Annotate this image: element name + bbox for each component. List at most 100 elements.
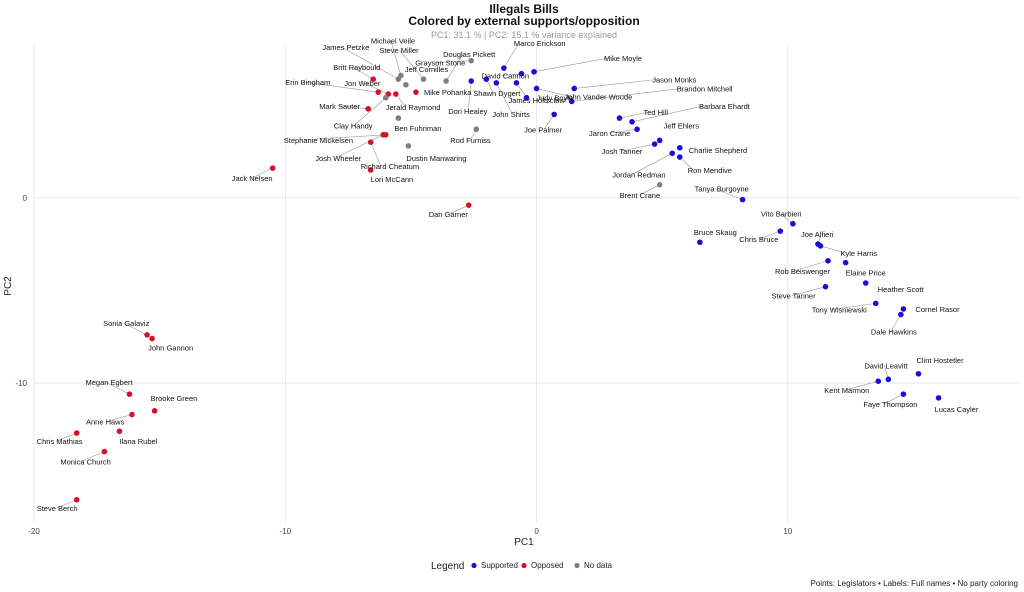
point-label: Steve Miller xyxy=(379,46,419,55)
data-point xyxy=(403,81,409,88)
point-label: Megan Egbert xyxy=(85,378,133,387)
point-label: Josh Tanner xyxy=(602,147,643,156)
point-label: Joe Palmer xyxy=(524,125,562,134)
point-label: Grayson Stone xyxy=(415,59,465,68)
data-point xyxy=(898,311,904,318)
legend: Legend Supported Opposed No data xyxy=(431,561,613,572)
point-label: Chris Mathias xyxy=(37,437,83,446)
x-tick-label: -10 xyxy=(279,527,291,536)
leader-line xyxy=(105,381,130,395)
data-point xyxy=(473,126,480,133)
point-label: Jon Weber xyxy=(344,79,381,88)
leader-line xyxy=(631,105,705,123)
point-label: Mike Moyle xyxy=(604,54,642,63)
point-label: Heather Scott xyxy=(878,285,925,294)
point-label: Dori Healey xyxy=(448,107,487,116)
legend-entry: Opposed xyxy=(531,561,563,570)
point-label: Tony Wisniewski xyxy=(812,305,867,314)
data-point xyxy=(151,408,158,414)
data-point xyxy=(885,376,892,383)
data-point xyxy=(518,70,525,77)
leader-line xyxy=(609,128,638,134)
point-label: Jeff Ehlers xyxy=(664,121,700,130)
point-label: Marco Erickson xyxy=(514,39,566,48)
point-label: Steve Tanner xyxy=(772,292,817,301)
legend-swatch xyxy=(471,562,477,569)
point-label: Jeff Cornilles xyxy=(405,65,448,74)
data-point xyxy=(935,395,942,401)
point-label: Cornel Rasor xyxy=(915,305,960,314)
leader-line xyxy=(448,204,469,215)
data-point xyxy=(144,332,150,338)
data-point xyxy=(73,496,80,503)
data-point xyxy=(101,448,108,455)
point-label: Monica Church xyxy=(60,458,110,467)
legend-swatch xyxy=(574,562,580,569)
leader-line xyxy=(399,50,424,80)
leader-line xyxy=(759,230,781,240)
leader-line xyxy=(390,40,402,76)
data-point xyxy=(875,378,882,384)
point-label: Dale Hawkins xyxy=(871,327,917,336)
y-tick-label: 0 xyxy=(23,194,28,203)
data-point xyxy=(382,94,389,101)
legend-entry: Supported xyxy=(481,561,518,570)
data-point xyxy=(915,370,922,377)
point-label: Michael Veile xyxy=(371,36,415,45)
point-label: Elaine Price xyxy=(846,269,886,278)
data-point xyxy=(669,150,676,157)
data-point xyxy=(73,430,80,436)
data-point xyxy=(900,391,907,397)
data-point xyxy=(790,220,796,227)
grid-lines xyxy=(33,44,1019,522)
data-point xyxy=(568,98,575,105)
leader-line xyxy=(467,81,472,112)
point-labels: Steve Berch Monica Church Chris Mathias Ila… xyxy=(37,36,979,512)
data-point xyxy=(634,126,640,133)
leader-line xyxy=(335,134,384,159)
point-label: Brandon Mitchell xyxy=(677,84,733,93)
point-label: David Leavitt xyxy=(864,361,908,370)
data-point xyxy=(395,115,402,121)
point-label: Dustin Manwaring xyxy=(406,154,466,163)
point-label: Ben Fuhriman xyxy=(394,124,441,133)
x-tick-label: 0 xyxy=(534,527,539,536)
leader-line xyxy=(791,286,826,296)
leader-line xyxy=(339,105,369,110)
leader-line xyxy=(353,66,374,80)
data-point xyxy=(129,411,135,418)
point-label: Barbara Ehardt xyxy=(699,102,751,111)
point-label: John Gannon xyxy=(148,344,193,353)
leader-line xyxy=(496,82,513,115)
leader-line xyxy=(621,143,655,152)
point-label: Sonia Galaviz xyxy=(103,319,150,328)
leader-line xyxy=(714,188,743,200)
point-label: Jaron Crane xyxy=(589,129,630,138)
data-point xyxy=(571,85,578,92)
leader-line xyxy=(890,314,902,332)
point-label: John Vander Woude xyxy=(565,92,633,101)
point-label: Brooke Green xyxy=(151,394,198,403)
y-tick-label: -10 xyxy=(15,379,27,388)
point-label: Jason Monks xyxy=(652,75,696,84)
point-label: Shawn Dygert xyxy=(473,89,521,98)
leader-line xyxy=(105,414,133,422)
data-point xyxy=(817,243,824,249)
leader-line xyxy=(503,42,520,69)
point-label: John Shirts xyxy=(492,110,530,119)
point-label: Vito Barbieri xyxy=(761,210,802,219)
data-point xyxy=(483,76,490,83)
leader-line xyxy=(303,134,386,141)
data-point xyxy=(651,141,658,147)
point-label: Richard Cheatum xyxy=(361,162,419,171)
point-label: James Holtzclaw xyxy=(508,96,565,105)
data-point xyxy=(443,78,449,84)
point-label: Britt Raybould xyxy=(333,63,380,72)
legend-title: Legend xyxy=(431,561,464,572)
point-label: Judy Boyle xyxy=(537,94,574,103)
data-point xyxy=(533,85,540,92)
leader-line xyxy=(619,111,649,119)
point-label: Ron Mendive xyxy=(688,166,732,175)
chart-subtitle: Colored by external supports/opposition xyxy=(408,14,639,28)
